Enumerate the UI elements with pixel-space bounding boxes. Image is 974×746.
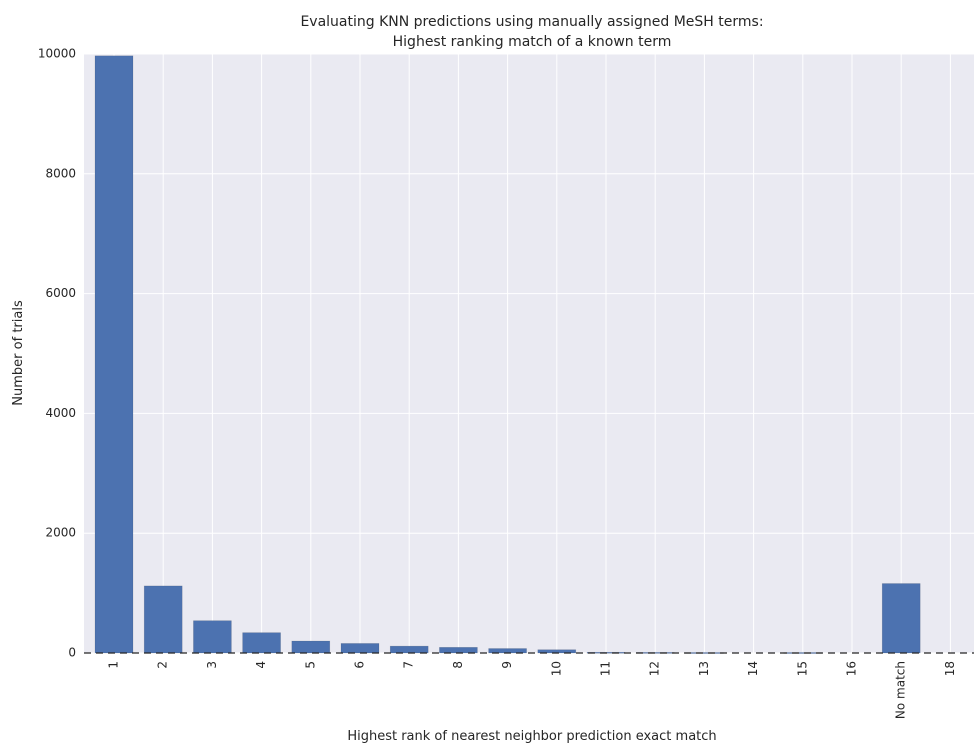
x-tick-label: 16 xyxy=(845,661,859,676)
x-axis-label: Highest rank of nearest neighbor predict… xyxy=(347,729,716,744)
bars xyxy=(94,55,921,654)
bar-3 xyxy=(193,620,232,654)
bar-9 xyxy=(488,648,527,654)
x-tick-label: 4 xyxy=(254,661,268,669)
x-tick-label: 9 xyxy=(500,661,514,669)
bar-5 xyxy=(291,640,331,654)
y-tick-label: 6000 xyxy=(45,286,76,300)
y-tick-label: 0 xyxy=(68,646,76,660)
x-tick-label: No match xyxy=(894,661,908,719)
x-tick-label: 13 xyxy=(697,661,711,676)
y-tick-label: 8000 xyxy=(45,166,76,180)
x-tick-label: 2 xyxy=(156,661,170,669)
y-tick-label: 2000 xyxy=(45,526,76,540)
x-tick-label: 5 xyxy=(303,661,317,669)
x-tick-label: 1 xyxy=(107,661,121,669)
plot-background xyxy=(84,54,974,653)
bar-8 xyxy=(439,647,478,654)
y-tick-labels: 0 2000 4000 6000 8000 10000 xyxy=(38,47,76,660)
bar-7 xyxy=(389,645,429,654)
bar-no-match xyxy=(881,583,921,654)
bar-1 xyxy=(94,55,134,654)
x-tick-label: 11 xyxy=(599,661,613,676)
x-tick-label: 3 xyxy=(205,661,219,669)
x-tick-label: 14 xyxy=(746,661,760,676)
x-tick-label: 7 xyxy=(402,661,416,669)
grid-lines xyxy=(84,53,974,654)
y-axis-label: Number of trials xyxy=(11,300,26,406)
chart-title-line-2: Highest ranking match of a known term xyxy=(393,34,672,50)
x-tick-label: 10 xyxy=(549,661,563,676)
y-tick-label: 4000 xyxy=(45,406,76,420)
bar-13 xyxy=(685,652,724,654)
x-tick-label: 6 xyxy=(353,661,367,669)
bar-2 xyxy=(143,585,183,654)
x-tick-label: 12 xyxy=(648,661,662,676)
x-tick-label: 8 xyxy=(451,661,465,669)
x-tick-label: 18 xyxy=(943,661,957,676)
bar-4 xyxy=(242,632,281,654)
bar-6 xyxy=(340,643,380,654)
chart-title-line-1: Evaluating KNN predictions using manuall… xyxy=(300,14,763,30)
y-tick-label: 10000 xyxy=(38,47,76,61)
x-tick-labels: 1 2 3 4 5 6 7 8 9 10 11 12 13 14 15 16 No match 18 xyxy=(107,661,957,719)
x-tick-label: 15 xyxy=(795,661,809,676)
